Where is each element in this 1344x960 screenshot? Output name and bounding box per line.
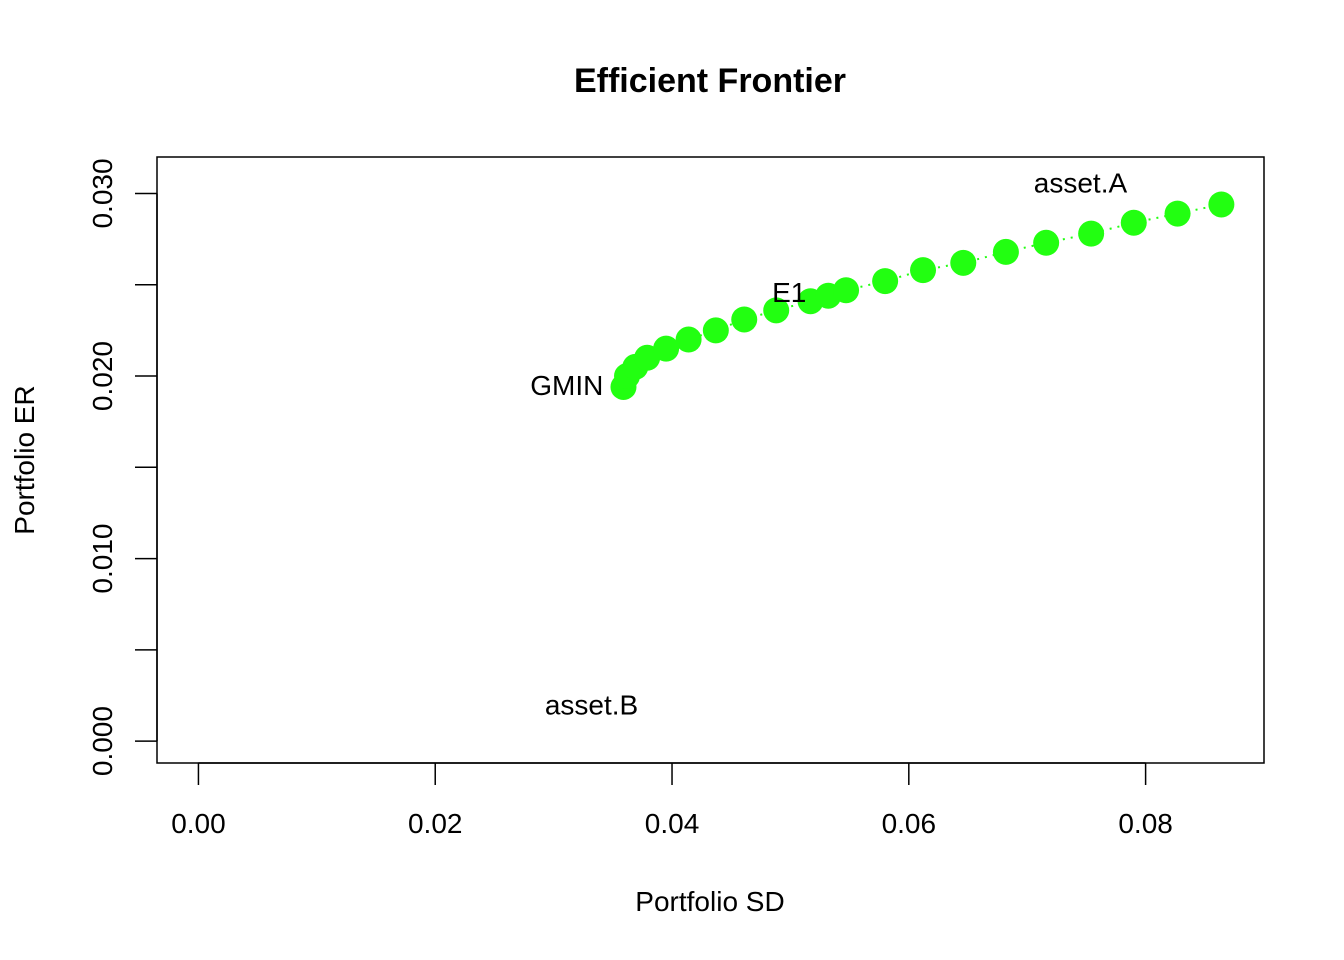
y-tick-label: 0.030 (87, 158, 118, 228)
frontier-point (992, 238, 1019, 265)
x-tick-label: 0.00 (171, 808, 226, 839)
frontier-point (1208, 191, 1235, 218)
x-axis-label: Portfolio SD (635, 886, 784, 917)
frontier-point (763, 297, 790, 324)
x-tick-label: 0.02 (408, 808, 463, 839)
frontier-point (675, 326, 702, 353)
frontier-point (731, 306, 758, 333)
y-axis-label: Portfolio ER (9, 385, 40, 534)
chart-title: Efficient Frontier (574, 62, 846, 100)
frontier-point (1120, 209, 1147, 236)
frontier-point (653, 335, 680, 362)
frontier-point (702, 317, 729, 344)
annotation-asset-a: asset.A (1034, 168, 1128, 199)
frontier-point (1078, 220, 1105, 247)
annotation-e1: E1 (772, 277, 806, 308)
frontier-point (1033, 229, 1060, 256)
frontier-point (833, 277, 860, 304)
x-tick-label: 0.08 (1118, 808, 1173, 839)
frontier-point (950, 249, 977, 276)
x-tick-label: 0.04 (645, 808, 700, 839)
frontier-point (1164, 200, 1191, 227)
y-tick-label: 0.020 (87, 341, 118, 411)
y-tick-label: 0.010 (87, 524, 118, 594)
frontier-point (872, 268, 899, 295)
y-tick-label: 0.000 (87, 706, 118, 776)
annotation-gmin: GMIN (530, 370, 603, 401)
x-tick-label: 0.06 (882, 808, 937, 839)
plot-frame (156, 156, 1265, 764)
annotation-asset-b: asset.B (545, 690, 638, 721)
frontier-point (910, 257, 937, 284)
